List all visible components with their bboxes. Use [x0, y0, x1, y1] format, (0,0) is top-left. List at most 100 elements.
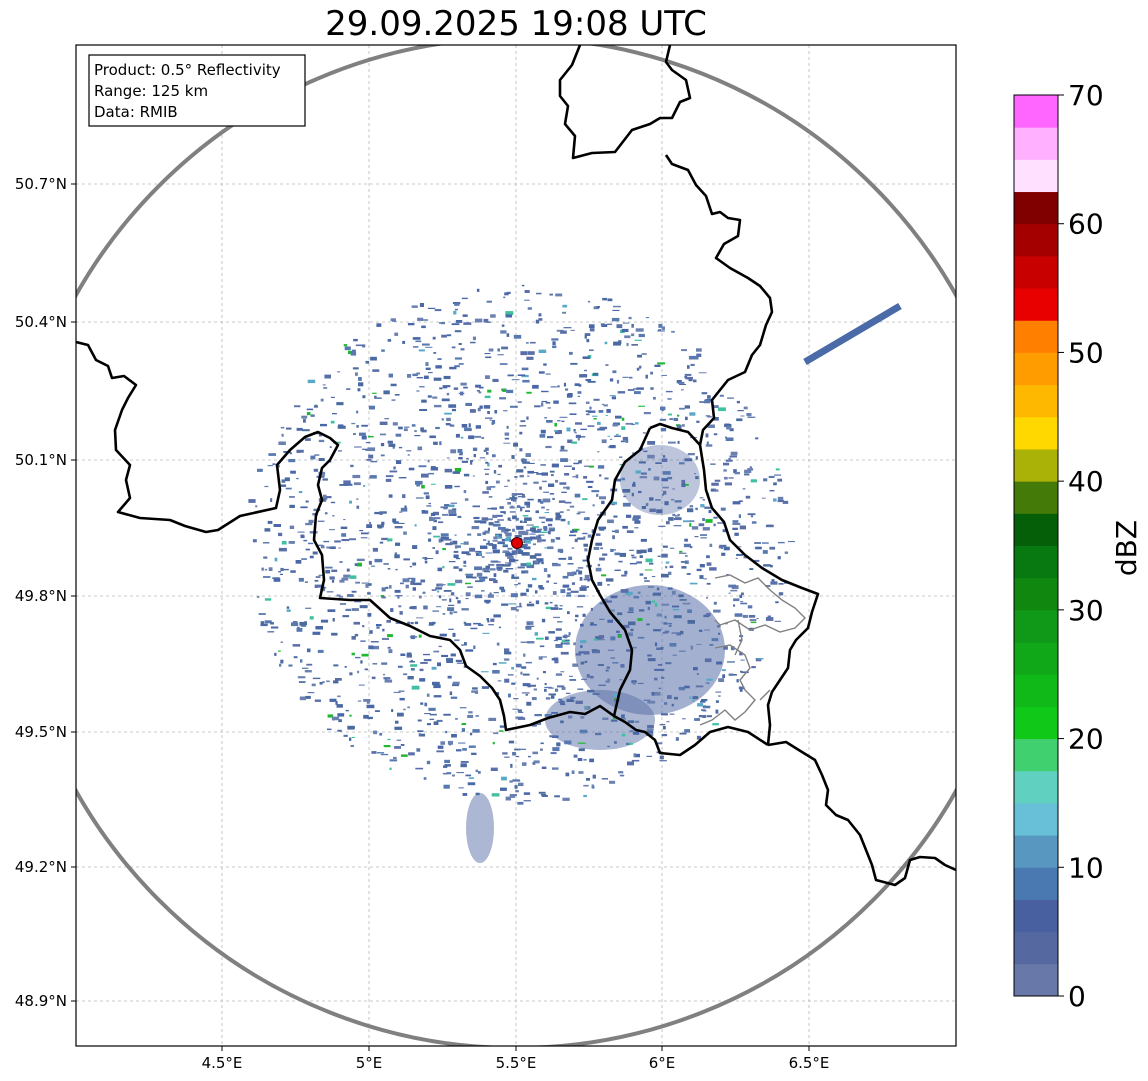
echo-pixel	[541, 400, 548, 403]
echo-pixel	[463, 565, 467, 567]
info-range: Range: 125 km	[94, 82, 208, 100]
echo-pixel	[536, 558, 544, 562]
echo-pixel	[638, 461, 646, 464]
info-product: Product: 0.5° Reflectivity	[94, 61, 281, 79]
echo-pixel	[616, 630, 620, 633]
echo-pixel	[526, 625, 535, 627]
echo-pixel	[550, 538, 555, 543]
echo-pixel	[680, 561, 688, 563]
echo-pixel	[322, 384, 326, 386]
echo-pixel	[614, 741, 617, 744]
echo-pixel	[561, 518, 566, 521]
echo-pixel	[517, 374, 526, 376]
echo-pixel	[471, 690, 479, 693]
echo-pixel	[289, 504, 295, 508]
echo-pixel	[472, 447, 478, 451]
echo-pixel	[632, 731, 640, 735]
echo-pixel	[329, 698, 337, 702]
echo-pixel	[349, 672, 353, 676]
echo-pixel	[737, 410, 744, 412]
echo-pixel	[317, 520, 325, 522]
echo-pixel	[419, 668, 424, 672]
echo-pixel	[393, 691, 401, 693]
echo-pixel	[761, 497, 766, 499]
echo-pixel	[433, 684, 441, 689]
echo-pixel	[599, 496, 606, 500]
echo-pixel	[450, 502, 458, 504]
echo-pixel	[400, 507, 408, 512]
echo-pixel	[424, 702, 428, 707]
echo-pixel	[695, 685, 704, 688]
echo-pixel	[529, 536, 536, 540]
echo-pixel	[361, 435, 367, 440]
echo-pixel	[338, 719, 342, 723]
echo-pixel	[707, 395, 711, 399]
echo-pixel	[562, 311, 567, 314]
echo-pixel	[497, 541, 505, 545]
echo-pixel	[732, 501, 741, 505]
echo-pixel	[464, 498, 469, 501]
echo-pixel	[512, 752, 516, 756]
echo-pixel	[653, 629, 661, 632]
echo-pixel	[350, 352, 357, 356]
echo-pixel	[448, 509, 457, 514]
echo-pixel	[264, 568, 267, 571]
echo-pixel	[500, 511, 506, 513]
echo-pixel	[491, 544, 497, 547]
echo-pixel	[433, 721, 439, 725]
echo-pixel	[566, 427, 571, 432]
echo-pixel	[432, 396, 438, 399]
echo-pixel	[613, 341, 621, 346]
echo-pixel	[326, 591, 334, 593]
echo-pixel	[523, 521, 527, 523]
echo-pixel	[370, 460, 378, 463]
echo-pixel	[723, 646, 728, 650]
colorbar-bin	[1014, 159, 1058, 193]
echo-pixel	[461, 424, 468, 428]
echo-pixel	[433, 352, 437, 354]
echo-pixel	[621, 624, 630, 628]
echo-pixel	[258, 613, 266, 615]
echo-pixel	[601, 403, 605, 405]
echo-pixel	[601, 500, 605, 505]
echo-pixel	[547, 574, 551, 577]
echo-pixel	[482, 567, 490, 572]
echo-pixel	[673, 615, 682, 619]
echo-pixel	[443, 713, 451, 716]
echo-pixel	[526, 588, 529, 593]
echo-pixel	[619, 718, 626, 720]
echo-pixel	[647, 606, 650, 611]
echo-pixel	[528, 462, 535, 464]
echo-pixel	[555, 537, 561, 539]
echo-pixel	[651, 576, 656, 578]
echo-pixel	[761, 542, 769, 544]
echo-pixel	[502, 564, 511, 567]
echo-pixel	[434, 309, 442, 312]
echo-pixel	[577, 436, 586, 438]
echo-pixel	[493, 561, 501, 563]
echo-pixel	[367, 716, 373, 720]
echo-pixel	[687, 365, 690, 369]
echo-pixel	[407, 577, 414, 580]
echo-pixel	[584, 335, 587, 339]
echo-pixel	[488, 496, 493, 498]
echo-pixel	[470, 341, 476, 344]
echo-pixel	[618, 771, 624, 774]
echo-pixel	[338, 547, 342, 549]
echo-pixel	[753, 559, 760, 562]
echo-pixel	[432, 526, 437, 530]
echo-pixel	[489, 419, 492, 421]
echo-pixel	[733, 469, 737, 474]
echo-pixel	[681, 483, 686, 488]
echo-pixel	[645, 317, 649, 319]
echo-pixel	[561, 687, 566, 690]
echo-pixel	[454, 485, 460, 488]
echo-pixel	[610, 657, 616, 659]
echo-pixel	[577, 742, 586, 744]
echo-pixel	[657, 362, 666, 365]
echo-pixel	[569, 679, 577, 681]
echo-pixel	[310, 414, 315, 417]
echo-pixel	[592, 415, 598, 417]
echo-pixel	[653, 592, 661, 596]
